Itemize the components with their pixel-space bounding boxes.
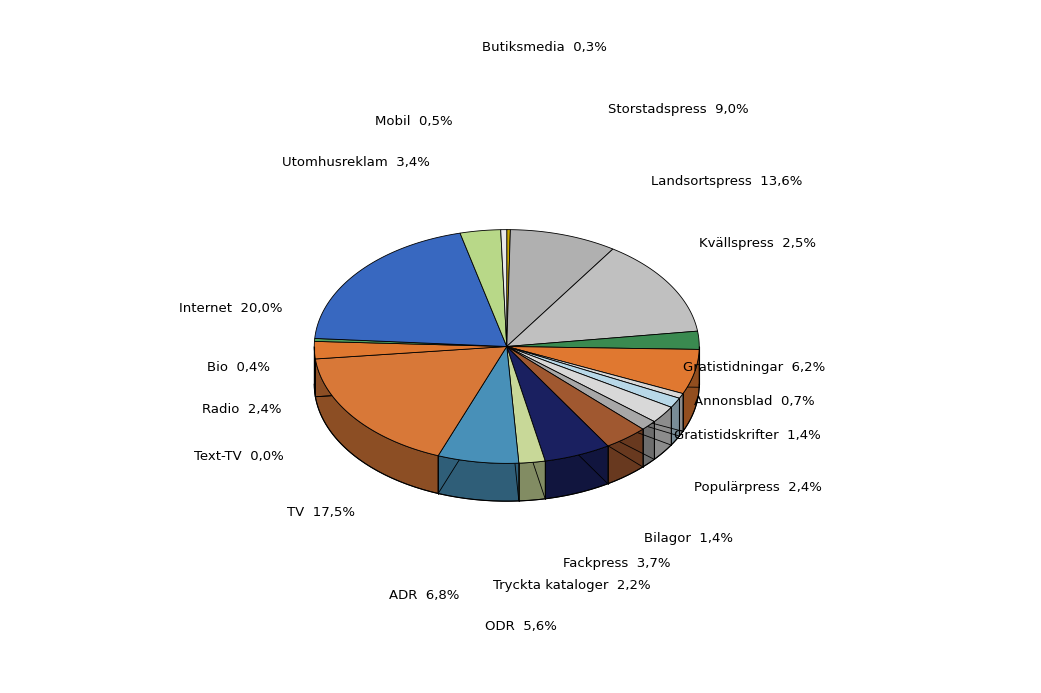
Text: TV  17,5%: TV 17,5% bbox=[287, 507, 355, 519]
Polygon shape bbox=[545, 446, 608, 499]
Text: ADR  6,8%: ADR 6,8% bbox=[389, 589, 459, 602]
Text: Mobil  0,5%: Mobil 0,5% bbox=[375, 114, 453, 128]
Text: Landsortspress  13,6%: Landsortspress 13,6% bbox=[651, 175, 803, 188]
Text: Butiksmedia  0,3%: Butiksmedia 0,3% bbox=[482, 41, 607, 54]
Text: Fackpress  3,7%: Fackpress 3,7% bbox=[563, 556, 670, 570]
Polygon shape bbox=[315, 359, 438, 493]
Polygon shape bbox=[501, 229, 507, 346]
Polygon shape bbox=[655, 407, 671, 459]
Text: Annonsblad  0,7%: Annonsblad 0,7% bbox=[694, 395, 814, 408]
Polygon shape bbox=[507, 346, 680, 407]
Text: Gratistidningar  6,2%: Gratistidningar 6,2% bbox=[683, 360, 826, 374]
Text: Utomhusreklam  3,4%: Utomhusreklam 3,4% bbox=[281, 156, 430, 169]
Text: Kvällspress  2,5%: Kvällspress 2,5% bbox=[700, 237, 816, 250]
Text: Tryckta kataloger  2,2%: Tryckta kataloger 2,2% bbox=[493, 579, 651, 593]
Polygon shape bbox=[438, 456, 518, 501]
Polygon shape bbox=[314, 338, 507, 346]
Polygon shape bbox=[683, 349, 700, 432]
Polygon shape bbox=[314, 342, 507, 359]
Text: Bio  0,4%: Bio 0,4% bbox=[207, 360, 271, 374]
Text: Bilagor  1,4%: Bilagor 1,4% bbox=[644, 532, 734, 545]
Polygon shape bbox=[507, 249, 697, 346]
Polygon shape bbox=[314, 233, 507, 346]
Polygon shape bbox=[507, 346, 700, 394]
Polygon shape bbox=[507, 331, 700, 349]
Polygon shape bbox=[608, 429, 643, 484]
Text: Populärpress  2,4%: Populärpress 2,4% bbox=[693, 481, 821, 494]
Text: Gratistidskrifter  1,4%: Gratistidskrifter 1,4% bbox=[674, 430, 820, 442]
Polygon shape bbox=[507, 229, 510, 346]
Text: Radio  2,4%: Radio 2,4% bbox=[202, 403, 282, 416]
Polygon shape bbox=[507, 346, 608, 461]
Polygon shape bbox=[507, 346, 643, 446]
Polygon shape bbox=[438, 346, 518, 464]
Polygon shape bbox=[507, 346, 545, 463]
Polygon shape bbox=[507, 346, 683, 398]
Text: Text-TV  0,0%: Text-TV 0,0% bbox=[194, 450, 283, 463]
Polygon shape bbox=[314, 346, 315, 397]
Polygon shape bbox=[507, 346, 655, 429]
Polygon shape bbox=[643, 421, 655, 467]
Polygon shape bbox=[507, 346, 671, 421]
Polygon shape bbox=[460, 229, 507, 346]
Polygon shape bbox=[315, 346, 507, 456]
Text: Storstadspress  9,0%: Storstadspress 9,0% bbox=[608, 103, 748, 116]
Polygon shape bbox=[518, 461, 545, 501]
Text: ODR  5,6%: ODR 5,6% bbox=[484, 620, 557, 633]
Polygon shape bbox=[507, 229, 613, 346]
Polygon shape bbox=[680, 394, 683, 436]
Polygon shape bbox=[671, 398, 680, 445]
Text: Internet  20,0%: Internet 20,0% bbox=[179, 302, 282, 315]
